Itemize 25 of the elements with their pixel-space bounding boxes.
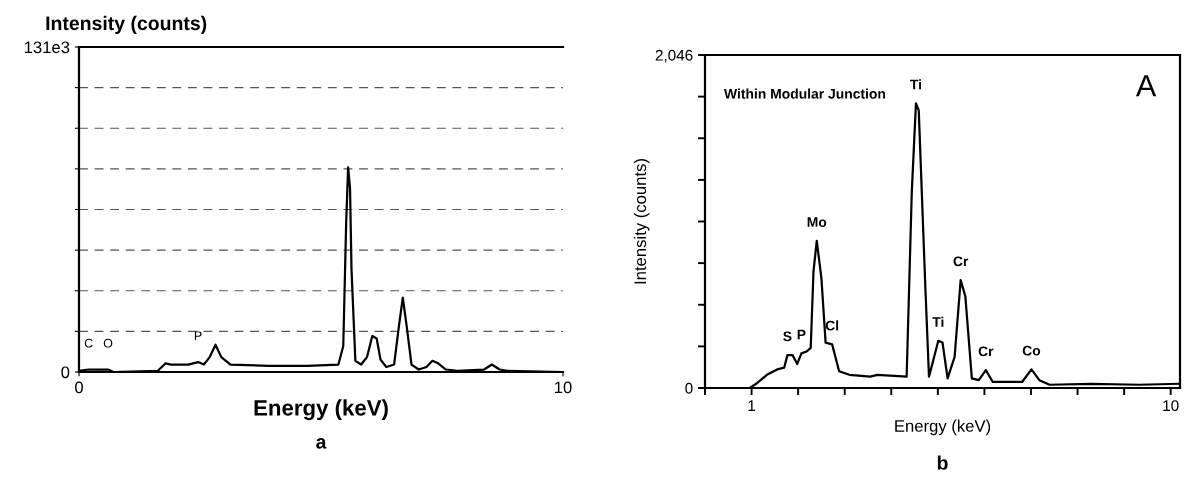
annotation: A xyxy=(1135,75,1157,97)
x-axis-title: Energy (keV) xyxy=(895,419,991,436)
annotation: Mo xyxy=(807,217,827,228)
text: a xyxy=(316,438,327,449)
annotation: O xyxy=(103,338,113,348)
x-tick-label: 1 xyxy=(748,400,756,411)
annotation: P xyxy=(797,329,806,340)
annotation: Cr xyxy=(978,346,994,357)
y-tick-label: 2,046 xyxy=(655,49,693,63)
x-axis-title: Energy (keV) xyxy=(254,399,388,421)
text: b xyxy=(937,455,948,470)
y-tick-label: 131e3 xyxy=(24,41,70,54)
annotation: P xyxy=(194,331,202,341)
annotation: Ti xyxy=(910,79,922,90)
annotation: Within Modular Junction xyxy=(724,88,886,99)
annotation: Ti xyxy=(932,316,944,327)
x-tick-label: 10 xyxy=(1163,400,1179,412)
annotation: C xyxy=(84,338,93,348)
y-axis-title: Intensity (counts) xyxy=(46,15,207,34)
x-tick-label: 10 xyxy=(555,381,572,394)
annotation: Co xyxy=(1022,345,1041,356)
annotation: Cr xyxy=(953,256,969,267)
annotation: Cl xyxy=(825,320,839,331)
y-axis-title: Intensity (counts) xyxy=(633,159,650,284)
annotation: S xyxy=(783,331,792,342)
